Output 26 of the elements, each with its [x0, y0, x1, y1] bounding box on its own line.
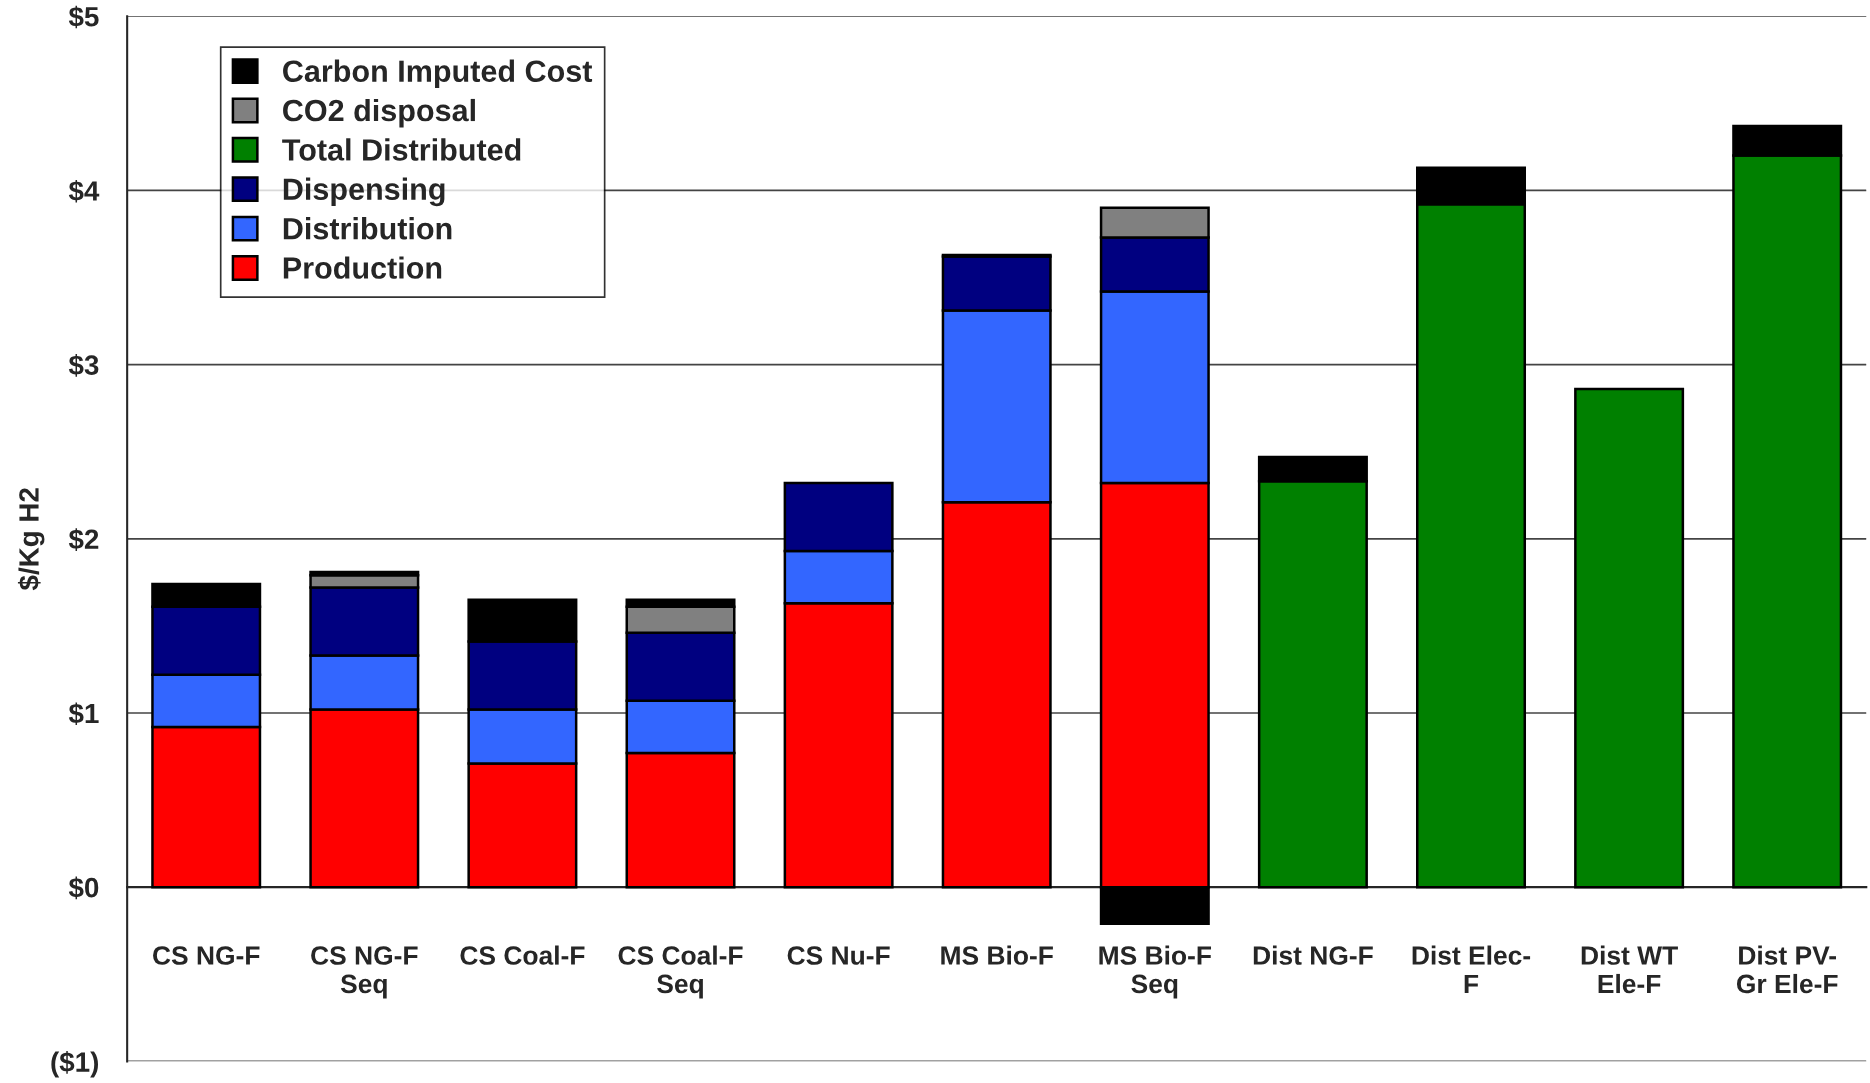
legend-label: Production	[283, 256, 442, 279]
x-tick-label: CS Nu-F	[787, 946, 890, 965]
y-tick-label: $2	[68, 528, 99, 551]
x-tick-label: Dist NG-F	[1253, 945, 1373, 965]
legend-label: Distribution	[283, 217, 452, 240]
legend-label: CO2 disposal	[283, 98, 475, 128]
legend-label: Dispensing	[283, 177, 445, 207]
x-tick-label: CS NG-F Seq	[311, 946, 418, 999]
x-tick-label: Dist Elec- F	[1412, 945, 1531, 994]
y-tick-label: ($1)	[51, 1051, 99, 1078]
legend-label: Carbon Imputed Cost	[283, 59, 593, 89]
bar	[1574, 387, 1685, 889]
x-tick-label: CS Coal-F	[460, 945, 585, 965]
legend-label: Total Distributed	[282, 138, 521, 161]
x-tick-label: Dist PV- Gr Ele-F	[1736, 945, 1838, 994]
y-tick-label: $3	[68, 354, 99, 377]
y-tick-label: $4	[68, 179, 100, 203]
x-tick-label: CS Coal-F Seq	[618, 945, 743, 999]
y-axis-title: $/Kg H2	[17, 488, 45, 591]
x-tick-label: MS Bio-F Seq	[1099, 945, 1212, 999]
y-tick-label: $1	[68, 702, 99, 726]
y-tick-label: $5	[68, 5, 99, 29]
y-tick-label: $0	[68, 876, 99, 900]
x-tick-label: Dist WT Ele-F	[1581, 945, 1678, 994]
x-tick-label: CS NG-F	[153, 946, 260, 965]
x-tick-label: MS Bio-F	[941, 945, 1053, 965]
